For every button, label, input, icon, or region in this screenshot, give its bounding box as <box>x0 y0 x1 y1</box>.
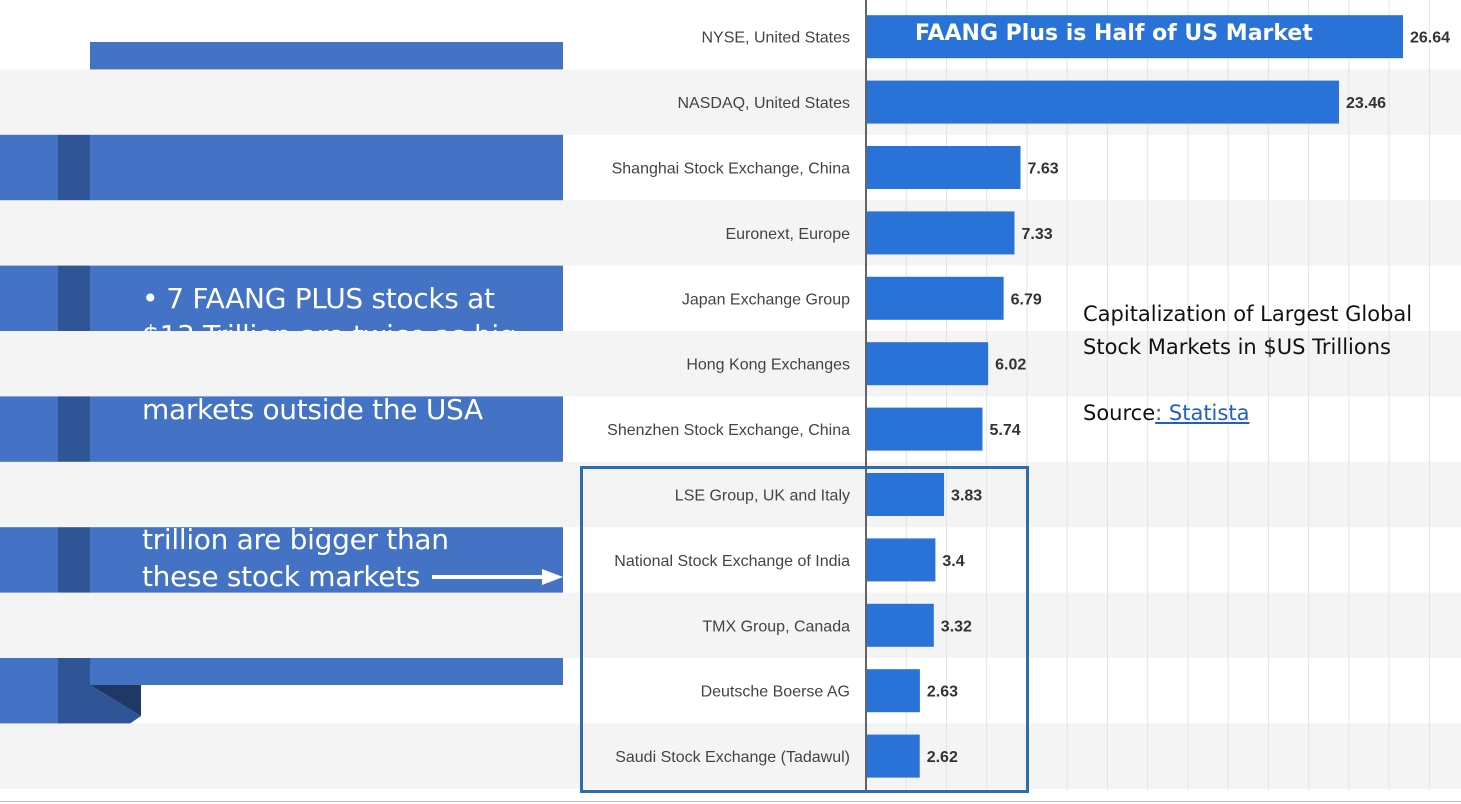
value-label: 26.64 <box>1410 30 1450 47</box>
category-label: Shenzhen Stock Exchange, China <box>607 422 850 439</box>
source-prefix: Source <box>1083 401 1156 425</box>
bar <box>867 146 1021 189</box>
value-label: 6.79 <box>1011 291 1042 308</box>
value-label: 2.62 <box>927 749 958 766</box>
bar <box>867 276 1004 320</box>
bar <box>867 342 989 386</box>
value-label: 6.02 <box>995 357 1026 374</box>
bullet-dot: • <box>142 282 159 315</box>
source-line: Source: Statista <box>1083 397 1453 430</box>
category-label: Deutsche Boerse AG <box>701 684 850 701</box>
bar <box>867 407 983 451</box>
chart-caption: Capitalization of Largest Global Stock M… <box>1083 298 1453 430</box>
category-label: Saudi Stock Exchange (Tadawul) <box>615 749 850 766</box>
category-label: Japan Exchange Group <box>682 291 850 308</box>
bar <box>867 473 945 516</box>
bar <box>867 211 1015 255</box>
category-label: NYSE, United States <box>701 30 850 47</box>
caption-text: Capitalization of Largest Global Stock M… <box>1083 302 1413 359</box>
row-band <box>0 592 1461 658</box>
value-label: 3.32 <box>941 618 972 635</box>
side-block-shadow <box>90 685 141 716</box>
row-band <box>0 723 1461 789</box>
bar <box>867 669 920 713</box>
bar <box>867 538 936 582</box>
value-label: 5.74 <box>989 422 1020 439</box>
value-label: 3.4 <box>942 553 964 570</box>
bottom-divider <box>0 801 1461 802</box>
value-label: 7.63 <box>1028 161 1059 178</box>
category-label: Euronext, Europe <box>725 226 850 243</box>
bar <box>867 603 934 647</box>
bar <box>867 15 1403 59</box>
category-label: TMX Group, Canada <box>702 618 850 635</box>
bars <box>867 15 1403 778</box>
arrow-right-icon <box>432 569 563 585</box>
bar <box>867 80 1340 124</box>
labels: NYSE, United States 26.64 NASDAQ, United S… <box>607 30 1450 766</box>
highlight-box <box>580 466 1029 793</box>
value-label: 7.33 <box>1021 226 1052 243</box>
category-label: LSE Group, UK and Italy <box>675 488 850 505</box>
chart-title: FAANG Plus is Half of US Market <box>915 21 1313 46</box>
value-label: 2.63 <box>927 684 958 701</box>
category-label: Shanghai Stock Exchange, China <box>612 161 850 178</box>
value-label: 3.83 <box>951 488 982 505</box>
row-band <box>0 200 1461 266</box>
value-label: 23.46 <box>1346 95 1386 112</box>
category-label: National Stock Exchange of India <box>614 553 850 570</box>
row-band <box>0 461 1461 528</box>
category-label: Hong Kong Exchanges <box>686 357 850 374</box>
source-link[interactable]: : Statista <box>1155 401 1250 425</box>
row-band <box>0 331 1461 397</box>
bar <box>867 734 920 778</box>
category-label: NASDAQ, United States <box>677 95 850 112</box>
